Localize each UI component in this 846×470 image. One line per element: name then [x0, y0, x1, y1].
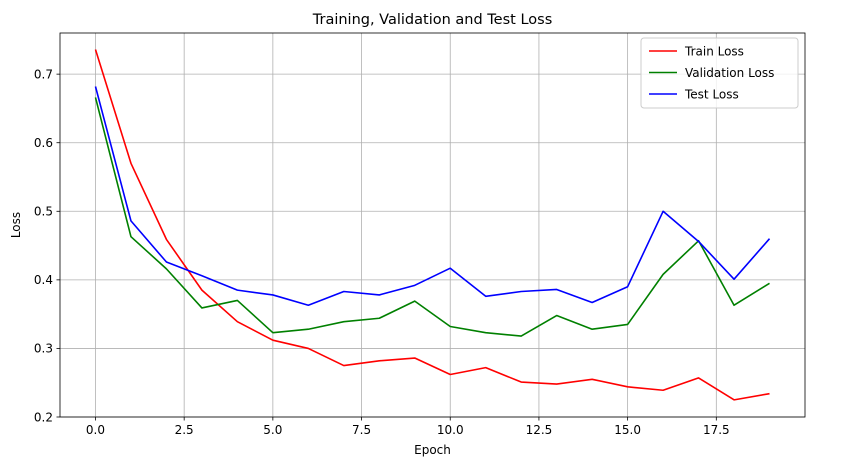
legend-label-test-loss: Test Loss	[684, 87, 739, 101]
chart-title: Training, Validation and Test Loss	[312, 12, 553, 28]
series-lines	[94, 49, 771, 401]
y-tick-label: 0.5	[34, 205, 53, 219]
x-tick-label: 5.0	[263, 423, 282, 437]
grid	[60, 33, 805, 418]
x-tick-label: 17.5	[703, 423, 730, 437]
series-line-test-loss	[94, 86, 771, 307]
y-tick-label: 0.6	[34, 136, 53, 150]
series-line-train-loss	[94, 49, 770, 401]
x-axis-label: Epoch	[414, 443, 451, 457]
y-tick-label: 0.7	[34, 67, 53, 81]
axis-ticks: 0.0 2.5 5.0 7.5 10.0 12.5 15.0 17.5 0.2 0.3 0.4 0.5…	[34, 67, 730, 437]
legend-label-train-loss: Train Loss	[684, 44, 744, 58]
x-tick-label: 7.5	[352, 423, 371, 437]
x-tick-label: 10.0	[437, 423, 464, 437]
x-tick-label: 0.0	[86, 423, 105, 437]
y-tick-label: 0.4	[34, 273, 53, 287]
legend: Train Loss Validation Loss Test Loss	[640, 37, 799, 109]
x-tick-label: 12.5	[526, 423, 553, 437]
y-tick-label: 0.3	[34, 342, 53, 356]
y-axis-label: Loss	[9, 212, 23, 238]
x-tick-label: 2.5	[175, 423, 194, 437]
y-tick-label: 0.2	[34, 410, 53, 424]
legend-box	[640, 37, 799, 109]
plot-frame	[59, 32, 806, 418]
x-tick-label: 15.0	[614, 423, 641, 437]
series-line-validation-loss	[94, 97, 770, 337]
legend-label-validation-loss: Validation Loss	[685, 66, 774, 80]
